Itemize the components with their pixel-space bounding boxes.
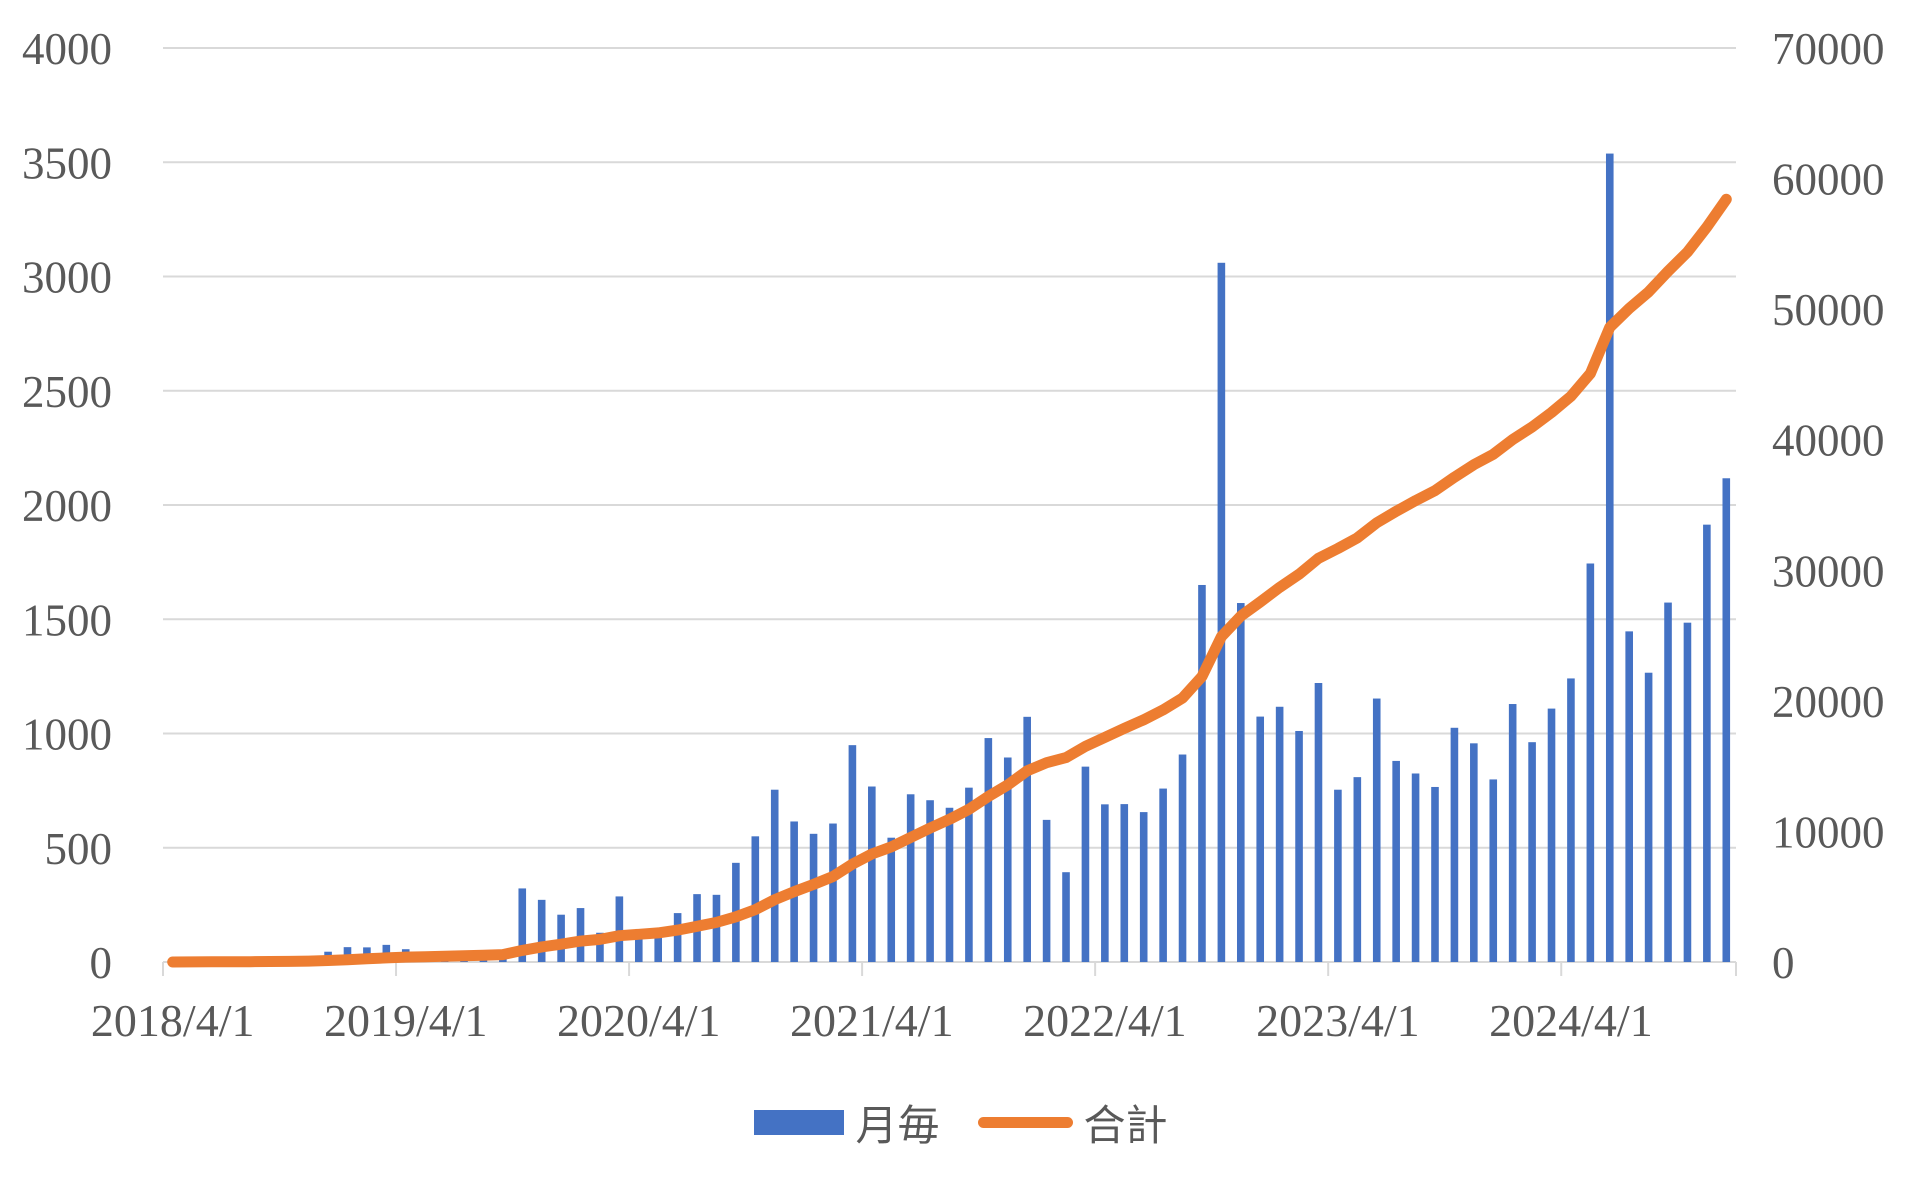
bar-2021/9 [965, 787, 973, 962]
bar-2024/8 [1644, 672, 1653, 962]
bar-2021/11 [1003, 757, 1012, 962]
bar-2023/10 [1450, 727, 1459, 962]
bar-2020/8 [712, 894, 721, 962]
x-axis-label: 2024/4/1 [1489, 995, 1653, 1046]
x-axis-label: 2018/4/1 [91, 995, 255, 1046]
bar-2020/2 [596, 932, 604, 962]
bar-2020/5 [654, 937, 663, 962]
left-axis-label: 500 [45, 824, 113, 874]
bar-2023/4 [1334, 789, 1342, 962]
bar-2019/10 [518, 888, 527, 962]
left-axis-label: 2000 [22, 481, 112, 531]
bar-2022/11 [1236, 603, 1245, 962]
bar-2024/5 [1586, 563, 1595, 962]
bar-2020/10 [751, 836, 760, 962]
bar-2023/9 [1431, 786, 1439, 962]
bar-2023/7 [1392, 760, 1400, 962]
legend-label-monthly: 月毎 [855, 1104, 940, 1150]
bar-2021/2 [829, 823, 837, 962]
legend-bar-swatch [754, 1110, 845, 1135]
bar-2022/9 [1198, 584, 1206, 962]
right-axis-label: 60000 [1772, 155, 1885, 205]
legend-item-total: 合計 [977, 1092, 1168, 1153]
bar-2024/3 [1547, 708, 1556, 962]
bar-2023/11 [1470, 743, 1478, 962]
bar-2023/2 [1295, 730, 1303, 962]
bar-2023/3 [1314, 683, 1323, 962]
right-axis-label: 50000 [1772, 285, 1885, 335]
bar-2021/7 [926, 800, 934, 962]
bar-2020/3 [615, 896, 624, 962]
bar-2022/1 [1042, 819, 1051, 962]
bar-2023/6 [1372, 698, 1381, 962]
bar-2023/12 [1489, 779, 1498, 962]
bar-2021/12 [1023, 716, 1031, 962]
bar-2022/12 [1256, 716, 1265, 962]
x-axis-label: 2022/4/1 [1023, 995, 1187, 1046]
bar-2024/9 [1664, 602, 1672, 962]
bar-2020/1 [576, 908, 585, 962]
bar-2022/4 [1101, 804, 1109, 962]
left-axis-label: 1500 [22, 595, 112, 645]
bar-2022/5 [1120, 804, 1129, 962]
left-axis-label: 0 [90, 938, 113, 988]
bar-2022/3 [1081, 766, 1090, 962]
right-axis-label: 30000 [1772, 546, 1885, 596]
bar-2024/11 [1703, 524, 1711, 962]
bar-2024/6 [1605, 153, 1614, 962]
bar-2021/4 [868, 786, 876, 962]
bar-2021/3 [848, 745, 857, 962]
bar-2023/1 [1275, 706, 1284, 962]
right-axis-label: 10000 [1772, 807, 1885, 857]
left-axis-label: 3000 [22, 253, 112, 303]
bar-2022/2 [1062, 872, 1070, 962]
bar-2024/7 [1625, 631, 1633, 962]
right-axis-label: 20000 [1772, 677, 1885, 727]
bar-2021/5 [887, 837, 896, 962]
left-axis-label: 3500 [22, 138, 112, 188]
bar-2022/6 [1139, 812, 1148, 962]
left-axis-label: 4000 [22, 24, 112, 74]
bar-2023/8 [1411, 773, 1420, 962]
x-axis-label: 2019/4/1 [324, 995, 488, 1046]
left-axis-label: 2500 [22, 367, 112, 417]
bar-2019/11 [537, 899, 546, 962]
right-axis-label: 70000 [1772, 24, 1885, 74]
bar-2019/12 [557, 914, 565, 962]
x-axis-label: 2021/4/1 [790, 995, 954, 1046]
bar-2024/2 [1528, 742, 1536, 962]
bar-2024/1 [1508, 704, 1517, 962]
right-axis-label: 0 [1772, 938, 1795, 988]
bar-2021/10 [984, 738, 993, 962]
bar-2020/6 [673, 913, 682, 962]
bar-2021/6 [906, 794, 915, 962]
legend-label-total: 合計 [1083, 1104, 1168, 1150]
legend-line-swatch [977, 1117, 1073, 1128]
bar-2020/11 [770, 789, 779, 962]
bar-2021/1 [809, 833, 818, 962]
bar-2022/8 [1178, 754, 1187, 962]
chart-legend: 月毎 合計 [0, 1092, 1922, 1153]
x-axis-label: 2020/4/1 [557, 995, 721, 1046]
bar-2022/7 [1159, 788, 1167, 962]
total-line [167, 193, 1732, 968]
bar-2023/5 [1353, 777, 1362, 962]
bar-2022/10 [1217, 262, 1226, 962]
bar-2024/4 [1567, 678, 1575, 962]
bar-2021/8 [945, 807, 954, 962]
bar-2024/10 [1683, 622, 1692, 962]
legend-item-monthly: 月毎 [754, 1092, 940, 1153]
bar-2020/4 [634, 938, 643, 962]
bar-2024/12 [1722, 478, 1731, 962]
left-axis-label: 1000 [22, 710, 112, 760]
right-axis-label: 40000 [1772, 416, 1885, 466]
x-axis-label: 2023/4/1 [1256, 995, 1420, 1046]
